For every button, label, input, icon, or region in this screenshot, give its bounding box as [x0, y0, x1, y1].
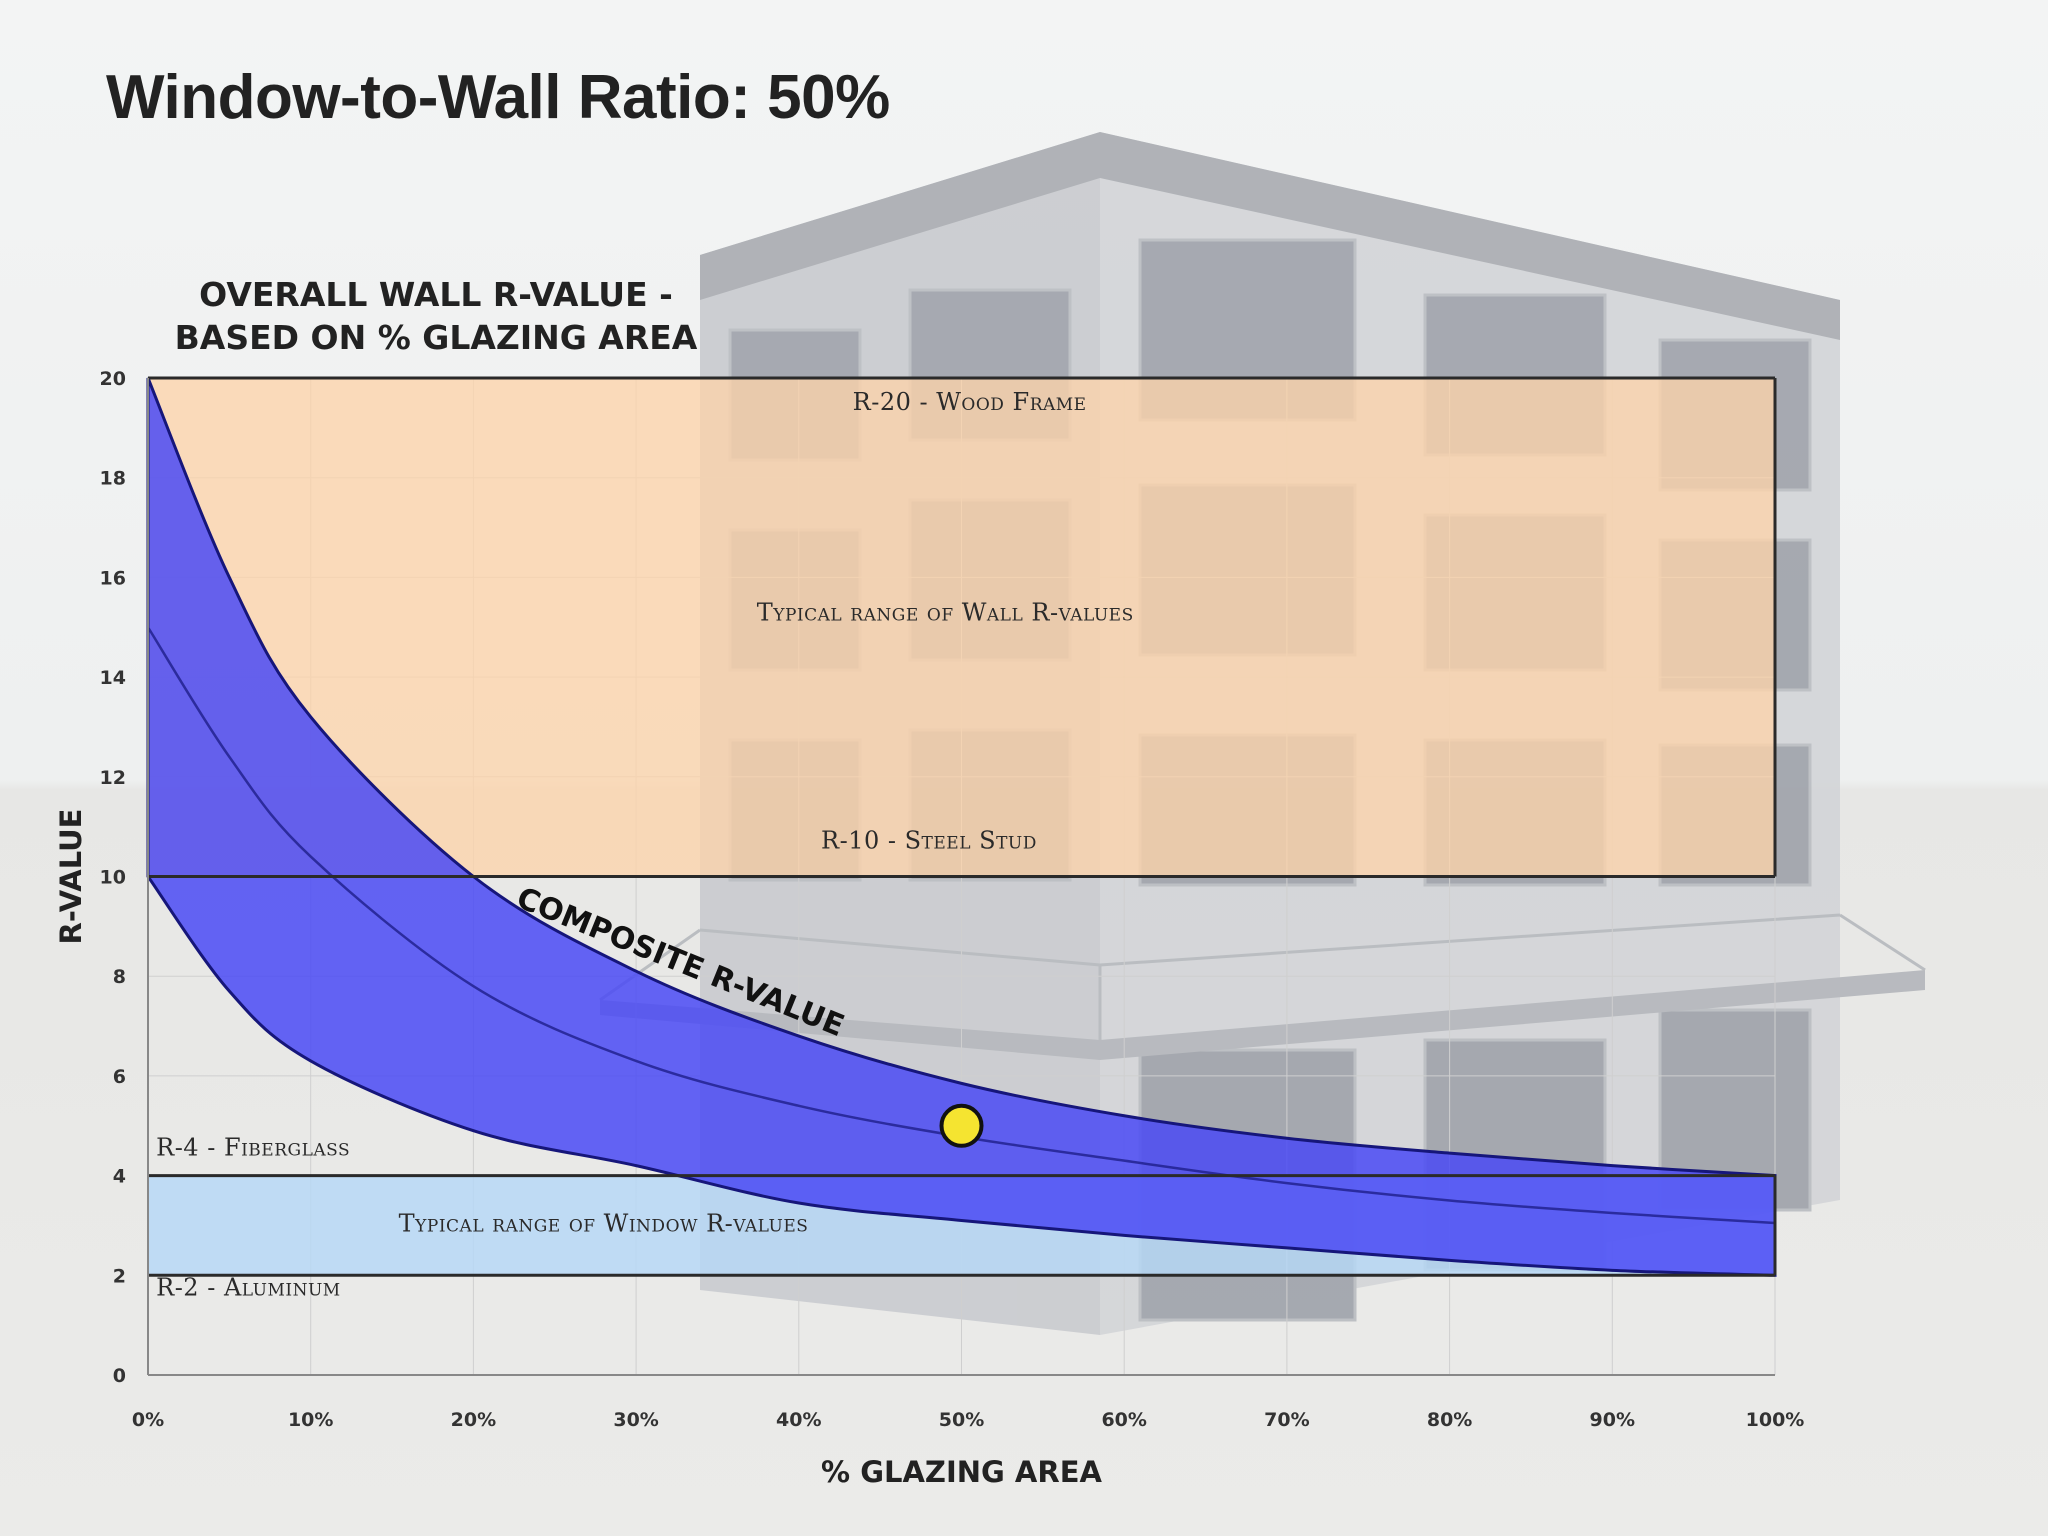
marker-point	[939, 1103, 984, 1148]
x-tick-label: 60%	[1101, 1409, 1146, 1431]
reference-line-label: R-20 - Wood Frame	[853, 388, 1087, 416]
y-tick-label: 6	[113, 1066, 126, 1088]
plot-area: 0% 10% 20% 30% 40% 50% 60% 70% 80% 90% 100% 0 2 4 6 8 10…	[54, 275, 1804, 1489]
x-tick-label: 80%	[1427, 1409, 1472, 1431]
composite-band	[146, 377, 1777, 1277]
y-axis-label: R-VALUE	[54, 809, 88, 945]
window-range-label: Typical range of Window R-values	[399, 1209, 809, 1237]
x-tick-label: 40%	[776, 1409, 821, 1431]
y-tick-label: 4	[113, 1166, 126, 1188]
reference-line-label: R-4 - Fiberglass	[156, 1134, 350, 1162]
x-tick-label: 70%	[1264, 1409, 1309, 1431]
slide-title: Window-to-Wall Ratio: 50%	[106, 63, 890, 132]
y-tick-label: 16	[100, 567, 126, 589]
y-tick-label: 0	[113, 1365, 126, 1387]
y-tick-label: 8	[113, 966, 126, 988]
reference-line-label: R-2 - Aluminum	[156, 1273, 341, 1301]
wall-range-band	[148, 378, 1775, 877]
x-tick-label: 20%	[451, 1409, 496, 1431]
y-tick-label: 20	[100, 368, 126, 390]
x-tick-label: 30%	[613, 1409, 658, 1431]
y-tick-label: 18	[100, 468, 126, 490]
chart-title: OVERALL WALL R-VALUE -	[199, 275, 673, 314]
x-tick-label: 90%	[1590, 1409, 1635, 1431]
x-tick-label: 50%	[939, 1409, 984, 1431]
x-axis-label: % GLAZING AREA	[821, 1455, 1102, 1489]
chart-title: BASED ON % GLAZING AREA	[175, 318, 698, 357]
y-tick-label: 14	[100, 667, 126, 689]
x-tick-label: 0%	[132, 1409, 164, 1431]
composite-middle-line	[146, 626, 1776, 1225]
x-tick-label: 10%	[288, 1409, 333, 1431]
y-tick-label: 2	[113, 1265, 126, 1287]
x-tick-label: 100%	[1746, 1409, 1805, 1431]
wall-range-label: Typical range of Wall R-values	[757, 598, 1134, 626]
y-tick-label: 10	[100, 867, 126, 889]
reference-line-label: R-10 - Steel Stud	[821, 827, 1037, 855]
y-tick-label: 12	[100, 767, 126, 789]
